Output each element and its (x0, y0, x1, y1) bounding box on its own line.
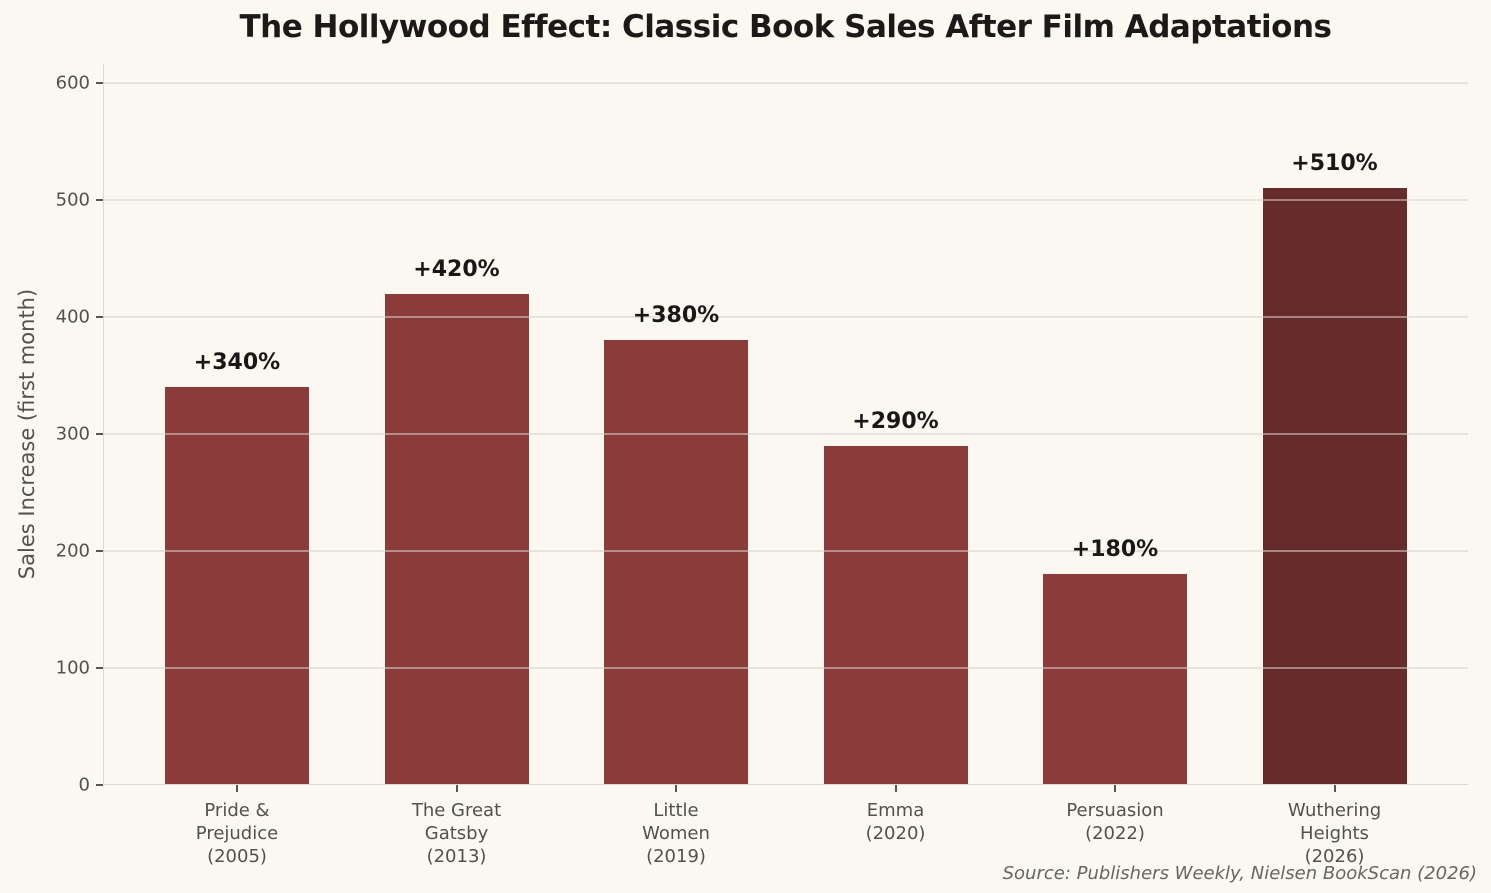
y-tick-label-100: 100 (55, 657, 90, 679)
bar-value-label-2: +380% (632, 303, 720, 328)
x-tick-label-4: Persuasion (2022) (1066, 800, 1164, 844)
bar-value-label-0: +340% (193, 350, 281, 375)
x-axis-line (103, 784, 1468, 785)
bar-value-label-1: +420% (413, 257, 500, 282)
y-tick-600 (96, 82, 103, 84)
x-tick-5 (1333, 785, 1336, 792)
x-tick-label-2: Little Women (2019) (642, 800, 710, 867)
source-note: Source: Publishers Weekly, Nielsen BookS… (1002, 863, 1477, 884)
y-tick-500 (96, 199, 103, 201)
bar-value-label-4: +180% (1071, 537, 1159, 562)
y-tick-label-200: 200 (55, 540, 90, 562)
gridline-400 (103, 316, 1468, 318)
x-tick-4 (1114, 785, 1116, 792)
chart-title: The Hollywood Effect: Classic Book Sales… (239, 9, 1333, 45)
gridline-100 (103, 667, 1468, 669)
bar-4 (1043, 574, 1187, 785)
y-tick-label-600: 600 (55, 72, 90, 94)
y-tick-100 (96, 667, 103, 669)
y-tick-label-300: 300 (55, 423, 90, 445)
x-tick-label-0: Pride & Prejudice (2005) (195, 800, 279, 867)
bar-0 (165, 387, 309, 785)
bar-1 (384, 294, 529, 785)
y-axis-label: Sales Increase (first month) (15, 288, 39, 580)
y-tick-200 (96, 550, 103, 552)
plot-area: 0 100 200 300 400 500 600 +340% Pride & Prejudic… (56, 64, 1468, 867)
gridline-300 (103, 433, 1468, 435)
y-tick-label-500: 500 (55, 189, 90, 211)
y-tick-300 (96, 433, 103, 435)
x-tick-0 (236, 785, 238, 792)
y-tick-label-0: 0 (78, 774, 90, 796)
y-tick-label-400: 400 (55, 306, 90, 328)
gridline-200 (103, 550, 1468, 552)
gridline-600 (103, 82, 1468, 84)
bar-value-label-5: +510% (1291, 151, 1378, 176)
y-tick-0 (96, 784, 103, 786)
gridline-500 (103, 199, 1468, 201)
y-axis-line (103, 64, 104, 785)
x-tick-1 (455, 785, 458, 792)
bar-5 (1262, 188, 1407, 785)
bar-value-label-3: +290% (852, 409, 939, 434)
x-tick-label-5: Wuthering Heights (2026) (1287, 800, 1382, 867)
bar-3 (823, 446, 968, 785)
x-tick-label-1: The Great Gatsby (2013) (411, 800, 502, 867)
x-tick-2 (675, 785, 677, 792)
x-tick-3 (894, 785, 897, 792)
bar-2 (604, 340, 748, 785)
y-tick-400 (96, 316, 103, 318)
x-tick-label-3: Emma (2020) (865, 800, 926, 844)
